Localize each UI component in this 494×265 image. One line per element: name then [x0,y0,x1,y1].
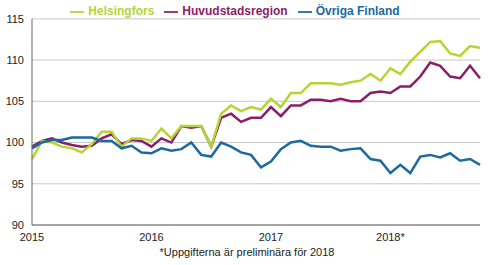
svg-text:105: 105 [8,95,24,107]
svg-text:2016: 2016 [139,231,163,243]
html-text:Huvudstadsregion: Huvudstadsregion [182,4,288,18]
svg-text:2018*: 2018* [376,231,405,243]
svg-text:2017: 2017 [259,231,283,243]
html-text:Helsingfors: Helsingfors [88,4,155,18]
svg-text:110: 110 [8,54,24,66]
svg-text:100: 100 [8,136,24,148]
svg-text:90: 90 [12,219,24,231]
svg-text:2015: 2015 [20,231,44,243]
svg-text:95: 95 [12,178,24,190]
html-text:*Uppgifterna är preliminära fö: *Uppgifterna är preliminära för 2018 [159,246,335,258]
svg-text:115: 115 [8,13,24,25]
html-text:Övriga Finland: Övriga Finland [315,4,400,18]
